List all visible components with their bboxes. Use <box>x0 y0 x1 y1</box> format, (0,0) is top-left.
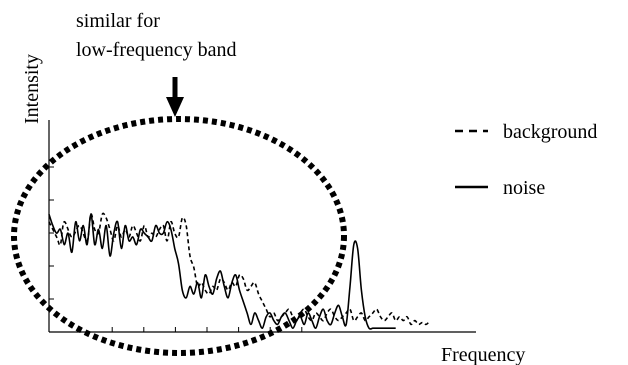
series-line-background <box>48 212 431 326</box>
axes: Intensity Frequency <box>21 54 525 365</box>
legend-item-noise: noise <box>455 177 545 199</box>
legend-label-noise: noise <box>503 177 545 199</box>
annotation-line-2: low-frequency band <box>76 39 237 61</box>
y-axis-label: Intensity <box>21 54 43 124</box>
x-axis-label: Frequency <box>441 344 525 365</box>
annotation: similar for low-frequency band <box>76 10 237 117</box>
series-line-noise <box>48 213 396 330</box>
annotation-line-1: similar for <box>76 10 160 32</box>
legend: background noise <box>455 121 597 199</box>
highlight-ellipse <box>11 116 347 356</box>
series-layer <box>48 212 431 330</box>
legend-label-background: background <box>503 121 597 143</box>
legend-item-background: background <box>455 121 597 143</box>
axis-ticks <box>49 166 303 332</box>
down-arrow-icon <box>166 77 184 117</box>
